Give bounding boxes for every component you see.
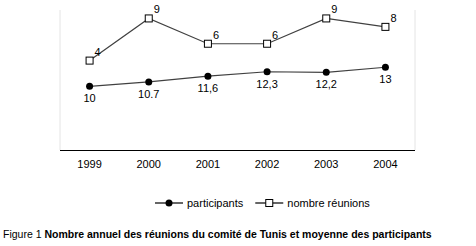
marker-square (323, 15, 330, 22)
chart: 1999 2000 2001 2002 2003 2004 10 10.7 11,6 12,3 12… (0, 0, 476, 246)
data-label: 13 (379, 73, 391, 85)
data-label: 10.7 (138, 88, 159, 100)
data-label: 6 (272, 29, 278, 41)
x-tick-label: 2003 (314, 158, 338, 170)
x-tick-label: 2001 (196, 158, 220, 170)
y2-axis (415, 10, 416, 150)
title-part: Figure 1 (3, 228, 44, 240)
y-axis (60, 10, 61, 150)
marker-circle (323, 69, 330, 76)
series-line (90, 67, 386, 86)
data-labels: 10 10.7 11,6 12,3 12,2 13 4 9 6 6 9 8 (83, 3, 396, 104)
data-label: 12,3 (256, 78, 277, 90)
data-label: 8 (390, 12, 396, 24)
legend-marker (166, 200, 173, 207)
marker-square (382, 23, 389, 30)
marker-circle (264, 68, 271, 75)
data-label: 6 (213, 29, 219, 41)
marker-circle (86, 83, 93, 90)
x-tick-label: 2002 (255, 158, 279, 170)
data-label: 9 (331, 3, 337, 15)
x-tick-label: 2000 (137, 158, 161, 170)
marker-square (264, 40, 271, 47)
marker-circle (145, 78, 152, 85)
title: Figure 1 Nombre annuel des réunions du c… (3, 228, 432, 240)
marker-square (145, 15, 152, 22)
title-part: Nombre annuel des réunions du comité de … (44, 228, 431, 240)
data-label: 4 (95, 46, 101, 58)
marker-square (204, 40, 211, 47)
legend: participants nombre réunions (155, 197, 370, 209)
series-line (90, 18, 386, 60)
marker-circle (382, 64, 389, 71)
data-label: 10 (83, 92, 95, 104)
legend-label: nombre réunions (287, 197, 370, 209)
data-label: 12,2 (316, 78, 337, 90)
legend-label: participants (187, 197, 244, 209)
data-label: 11,6 (198, 82, 219, 94)
x-tick-label: 1999 (77, 158, 101, 170)
marker-circle (204, 73, 211, 80)
x-tick-label: 2004 (373, 158, 397, 170)
legend-marker (266, 200, 273, 207)
marker-square (86, 57, 93, 64)
plot-area (86, 15, 389, 90)
data-label: 9 (154, 3, 160, 15)
x-axis (60, 150, 415, 151)
